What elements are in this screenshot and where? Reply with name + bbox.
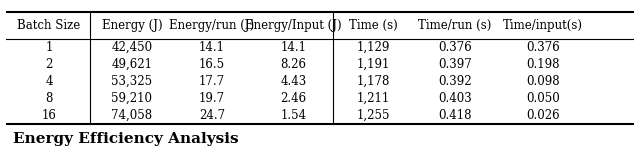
Text: 0.418: 0.418 bbox=[438, 109, 472, 122]
Text: 8: 8 bbox=[45, 92, 52, 105]
Text: Energy Efficiency Analysis: Energy Efficiency Analysis bbox=[13, 132, 238, 146]
Text: 24.7: 24.7 bbox=[199, 109, 225, 122]
Text: 2.46: 2.46 bbox=[280, 92, 307, 105]
Text: 1: 1 bbox=[45, 41, 52, 54]
Text: Energy/run (J): Energy/run (J) bbox=[170, 19, 255, 32]
Text: Time/input(s): Time/input(s) bbox=[502, 19, 582, 32]
Text: 19.7: 19.7 bbox=[199, 92, 225, 105]
Text: 1,255: 1,255 bbox=[356, 109, 390, 122]
Text: 1,211: 1,211 bbox=[356, 92, 390, 105]
Text: 14.1: 14.1 bbox=[199, 41, 225, 54]
Text: 8.26: 8.26 bbox=[281, 58, 307, 71]
Text: 16.5: 16.5 bbox=[199, 58, 225, 71]
Text: 0.050: 0.050 bbox=[526, 92, 559, 105]
Text: Energy (J): Energy (J) bbox=[102, 19, 162, 32]
Text: 0.397: 0.397 bbox=[438, 58, 472, 71]
Text: 2: 2 bbox=[45, 58, 52, 71]
Text: 4.43: 4.43 bbox=[280, 75, 307, 88]
Text: 1.54: 1.54 bbox=[280, 109, 307, 122]
Text: 1,178: 1,178 bbox=[356, 75, 390, 88]
Text: 1,129: 1,129 bbox=[356, 41, 390, 54]
Text: 74,058: 74,058 bbox=[111, 109, 152, 122]
Text: 49,621: 49,621 bbox=[111, 58, 152, 71]
Text: 0.392: 0.392 bbox=[438, 75, 472, 88]
Text: 4: 4 bbox=[45, 75, 52, 88]
Text: 0.198: 0.198 bbox=[526, 58, 559, 71]
Text: Time (s): Time (s) bbox=[349, 19, 397, 32]
Text: 53,325: 53,325 bbox=[111, 75, 152, 88]
Text: 0.098: 0.098 bbox=[526, 75, 559, 88]
Text: Time/run (s): Time/run (s) bbox=[418, 19, 492, 32]
Text: 17.7: 17.7 bbox=[199, 75, 225, 88]
Text: 1,191: 1,191 bbox=[356, 58, 390, 71]
Text: Energy/Input (J): Energy/Input (J) bbox=[245, 19, 342, 32]
Text: 59,210: 59,210 bbox=[111, 92, 152, 105]
Text: 14.1: 14.1 bbox=[281, 41, 307, 54]
Text: 42,450: 42,450 bbox=[111, 41, 152, 54]
Text: 0.403: 0.403 bbox=[438, 92, 472, 105]
Text: 0.026: 0.026 bbox=[526, 109, 559, 122]
Text: Batch Size: Batch Size bbox=[17, 19, 81, 32]
Text: 16: 16 bbox=[42, 109, 56, 122]
Text: 0.376: 0.376 bbox=[526, 41, 559, 54]
Text: 0.376: 0.376 bbox=[438, 41, 472, 54]
